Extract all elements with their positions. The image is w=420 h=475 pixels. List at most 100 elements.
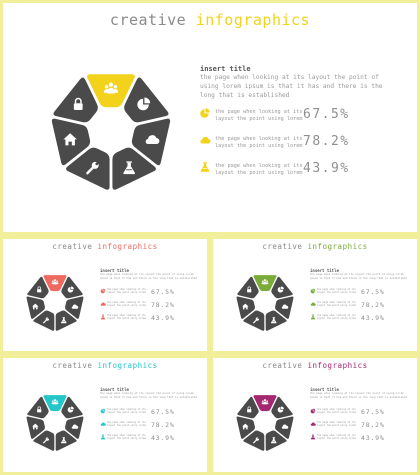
slide-title: creative infographics (213, 361, 417, 370)
stat-row: the page when looking at its layout the … (310, 288, 410, 298)
slide-thumbnail-cyan[interactable]: creative infographics insert title the p… (3, 358, 207, 472)
title-accent: infographics (307, 361, 368, 370)
flask-icon (60, 317, 67, 324)
stat-value: 78.2% (303, 134, 350, 149)
pie-chart-icon (277, 406, 284, 413)
insert-title: insert title (100, 387, 129, 392)
title-accent: infographics (97, 242, 158, 251)
wheel-segment (51, 118, 91, 166)
wheel-segment (243, 310, 265, 331)
cloud-icon (100, 302, 106, 306)
flask-icon (100, 314, 106, 320)
heptagon-wheel (26, 275, 84, 331)
slide-thumbnail-green[interactable]: creative infographics insert title the p… (213, 239, 417, 351)
pie-chart-icon (277, 286, 284, 293)
stat-value: 67.5% (151, 408, 175, 416)
stat-text: the page when looking at its layout the … (107, 408, 146, 414)
stat-value: 67.5% (361, 288, 385, 296)
pie-chart-icon (310, 288, 316, 294)
stat-text: the page when looking at its layout the … (317, 408, 356, 414)
title-accent: infographics (97, 361, 158, 370)
insert-title: insert title (310, 387, 339, 392)
wheel-segment (112, 147, 156, 190)
pie-chart-icon (200, 108, 210, 118)
stat-row: the page when looking at its layout the … (199, 107, 409, 127)
wheel-segment (33, 310, 55, 331)
cloud-icon (100, 422, 106, 426)
stat-row: the page when looking at its layout the … (310, 408, 410, 418)
cloud-icon (281, 424, 289, 429)
description-text: the page when looking at its layout the … (200, 74, 383, 99)
pie-chart-icon (310, 408, 316, 414)
flask-icon (310, 434, 316, 440)
stat-text: the page when looking at its layout the … (317, 288, 356, 294)
cloud-icon (310, 422, 316, 426)
description-text: the page when looking at its layout the … (100, 392, 197, 399)
description-text: the page when looking at its layout the … (310, 273, 407, 280)
slide-title: creative infographics (3, 11, 417, 29)
stat-value: 43.9% (361, 314, 385, 322)
flask-icon (310, 314, 316, 320)
pie-chart-icon (100, 408, 106, 414)
slide-thumbnail-purple[interactable]: creative infographics insert title the p… (213, 358, 417, 472)
stat-row: the page when looking at its layout the … (100, 434, 200, 444)
stat-row: the page when looking at its layout the … (100, 301, 200, 311)
stat-value: 43.9% (151, 314, 175, 322)
stat-row: the page when looking at its layout the … (199, 161, 409, 181)
title-accent: infographics (195, 11, 311, 29)
stat-text: the page when looking at its layout the … (107, 434, 146, 440)
flask-icon (100, 434, 106, 440)
heptagon-wheel (236, 275, 294, 331)
pie-chart-icon (137, 97, 151, 111)
insert-title: insert title (100, 268, 129, 273)
description-text: the page when looking at its layout the … (100, 273, 197, 280)
wrench-icon (253, 436, 260, 444)
flask-icon (310, 434, 316, 440)
wheel-segment (243, 430, 265, 451)
stat-value: 43.9% (151, 434, 175, 442)
stat-text: the page when looking at its layout the … (317, 421, 356, 427)
lock-icon (37, 286, 42, 293)
wheel-segment (265, 310, 287, 331)
slide-thumbnail-red[interactable]: creative infographics insert title the p… (3, 239, 207, 351)
wheel-segment (33, 430, 55, 451)
wrench-icon (253, 316, 260, 324)
cloud-icon (100, 422, 106, 426)
cloud-icon (310, 302, 316, 306)
stat-value: 67.5% (303, 107, 350, 122)
stat-value: 78.2% (151, 421, 175, 429)
wheel-segment (236, 296, 255, 319)
heptagon-wheel (26, 395, 84, 451)
title-main: creative (52, 242, 98, 251)
pie-chart-icon (67, 286, 74, 293)
slide-title: creative infographics (3, 361, 207, 370)
wheel-segment (26, 296, 45, 319)
lock-icon (73, 97, 83, 110)
stat-text: the page when looking at its layout the … (107, 288, 146, 294)
flask-icon (100, 434, 106, 440)
stat-text: the page when looking at its layout the … (107, 301, 146, 307)
wheel-segment (66, 147, 110, 190)
wheel-segment (55, 430, 77, 451)
stat-text: the page when looking at its layout the … (215, 136, 303, 149)
stat-row: the page when looking at its layout the … (100, 408, 200, 418)
slide-title: creative infographics (213, 242, 417, 251)
stat-row: the page when looking at its layout the … (310, 301, 410, 311)
home-icon (32, 303, 39, 310)
flask-icon (100, 314, 106, 320)
cloud-icon (310, 422, 316, 426)
slide-main: creative infographics insert title the p… (3, 3, 417, 232)
pie-chart-icon (100, 288, 106, 294)
wheel-segment (26, 416, 45, 439)
insert-title: insert title (310, 268, 339, 273)
stat-value: 43.9% (303, 161, 350, 176)
cloud-icon (71, 304, 79, 309)
pie-chart-icon (100, 408, 106, 414)
pie-chart-icon (100, 288, 106, 294)
stat-row: the page when looking at its layout the … (310, 434, 410, 444)
wrench-icon (86, 160, 101, 175)
cloud-icon (100, 302, 106, 306)
stat-value: 78.2% (361, 421, 385, 429)
pie-chart-icon (310, 408, 316, 414)
cloud-icon (200, 136, 211, 144)
